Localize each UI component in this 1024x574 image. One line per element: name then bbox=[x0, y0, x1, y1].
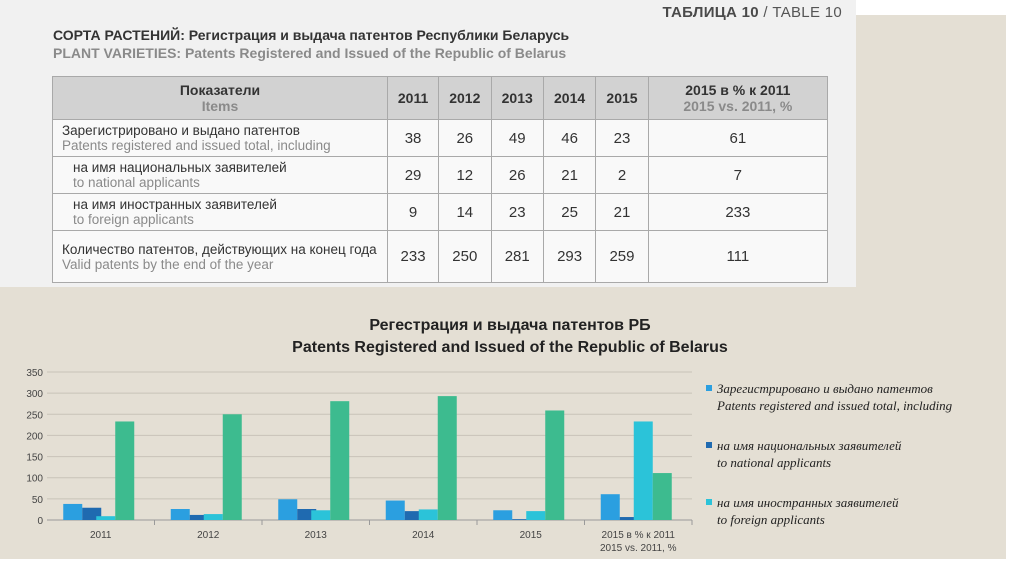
y-tick-label: 150 bbox=[26, 453, 43, 464]
table-row: на имя национальных заявителей to nationa… bbox=[52, 156, 829, 194]
table-row: Количество патентов, действующих на коне… bbox=[52, 230, 829, 283]
header-year: 2014 bbox=[542, 76, 597, 120]
y-tick-label: 0 bbox=[37, 516, 43, 527]
table-cell: 46 bbox=[542, 119, 597, 157]
table-cell: 21 bbox=[595, 193, 649, 231]
x-tick-label: 2012 bbox=[197, 530, 220, 541]
y-tick-label: 100 bbox=[26, 474, 43, 485]
bar bbox=[418, 509, 438, 520]
bar bbox=[545, 410, 565, 520]
table-cell: 293 bbox=[542, 230, 597, 283]
bar bbox=[189, 514, 209, 520]
bar bbox=[330, 401, 350, 520]
table-cell: 111 bbox=[647, 230, 829, 283]
table-cell: 29 bbox=[386, 156, 440, 194]
table-cell: 21 bbox=[542, 156, 597, 194]
bar bbox=[222, 414, 242, 520]
bar bbox=[512, 519, 532, 520]
table-cell: 23 bbox=[490, 193, 544, 231]
header-ratio: 2015 в % к 2011 2015 vs. 2011, % bbox=[647, 76, 829, 120]
x-tick-label: 2011 bbox=[90, 530, 112, 541]
y-tick-label: 50 bbox=[32, 495, 44, 506]
row-label: на имя национальных заявителей to nationa… bbox=[52, 156, 388, 194]
y-tick-label: 300 bbox=[26, 389, 43, 400]
bar bbox=[385, 500, 405, 520]
table-title-ru: СОРТА РАСТЕНИЙ: Регистрация и выдача пат… bbox=[53, 27, 570, 43]
x-tick-label: 2015 bbox=[520, 530, 543, 541]
table-row: Зарегистрировано и выдано патентов Patent… bbox=[52, 119, 829, 157]
table-header-row: Показатели Items 2011 2012 2013 2014 2015… bbox=[52, 76, 829, 120]
table-row: на имя иностранных заявителей to foreign … bbox=[52, 193, 829, 231]
table-number: ТАБЛИЦА 10 / TABLE 10 bbox=[662, 4, 842, 21]
x-tick-label: 2015 vs. 2011, % bbox=[600, 543, 677, 554]
legend-swatch bbox=[706, 499, 712, 505]
row-label: на имя иностранных заявителей to foreign … bbox=[52, 193, 388, 231]
table-cell: 9 bbox=[386, 193, 440, 231]
table-title-en: PLANT VARIETIES: Patents Registered and … bbox=[53, 45, 567, 61]
legend-swatch bbox=[706, 385, 712, 391]
header-year: 2012 bbox=[438, 76, 492, 120]
bar bbox=[170, 509, 190, 520]
table-cell: 7 bbox=[647, 156, 829, 194]
table-cell: 23 bbox=[595, 119, 649, 157]
y-tick-label: 250 bbox=[26, 410, 43, 421]
statistics-table: Показатели Items 2011 2012 2013 2014 2015… bbox=[52, 76, 829, 283]
table-cell: 49 bbox=[490, 119, 544, 157]
bar bbox=[526, 511, 546, 520]
bar bbox=[619, 517, 639, 520]
header-year: 2015 bbox=[595, 76, 649, 120]
table-cell: 2 bbox=[595, 156, 649, 194]
bar bbox=[437, 396, 457, 520]
legend-swatch bbox=[706, 442, 712, 448]
bar bbox=[63, 503, 83, 520]
table-cell: 281 bbox=[490, 230, 544, 283]
table-cell: 38 bbox=[386, 119, 440, 157]
table-cell: 14 bbox=[438, 193, 492, 231]
bar bbox=[96, 516, 116, 520]
chart-title-block: Регестрация и выдача патентов РБ Patents… bbox=[150, 315, 870, 359]
bar bbox=[652, 473, 672, 520]
table-panel: ТАБЛИЦА 10 / TABLE 10 СОРТА РАСТЕНИЙ: Ре… bbox=[0, 0, 856, 287]
chart-subtitle: Patents Registered and Issued of the Rep… bbox=[292, 339, 728, 356]
table-cell: 233 bbox=[386, 230, 440, 283]
header-year: 2011 bbox=[386, 76, 440, 120]
bar bbox=[633, 421, 653, 520]
table-cell: 233 bbox=[647, 193, 829, 231]
table-cell: 259 bbox=[595, 230, 649, 283]
y-tick-label: 200 bbox=[26, 431, 43, 442]
bar bbox=[203, 514, 223, 520]
bar bbox=[311, 510, 331, 520]
bar bbox=[297, 509, 317, 520]
x-tick-label: 2013 bbox=[305, 530, 328, 541]
row-label: Зарегистрировано и выдано патентов Patent… bbox=[52, 119, 388, 157]
table-cell: 250 bbox=[438, 230, 492, 283]
bar bbox=[600, 494, 620, 520]
row-label: Количество патентов, действующих на коне… bbox=[52, 230, 388, 283]
table-cell: 26 bbox=[490, 156, 544, 194]
bar bbox=[115, 421, 135, 520]
x-tick-label: 2014 bbox=[412, 530, 435, 541]
table-cell: 26 bbox=[438, 119, 492, 157]
table-cell: 12 bbox=[438, 156, 492, 194]
x-tick-label: 2015 в % к 2011 bbox=[602, 530, 676, 541]
y-tick-label: 350 bbox=[26, 368, 43, 379]
bar bbox=[404, 511, 424, 520]
bar bbox=[493, 510, 513, 520]
bar bbox=[278, 499, 298, 520]
chart-title: Регестрация и выдача патентов РБ bbox=[369, 317, 651, 334]
